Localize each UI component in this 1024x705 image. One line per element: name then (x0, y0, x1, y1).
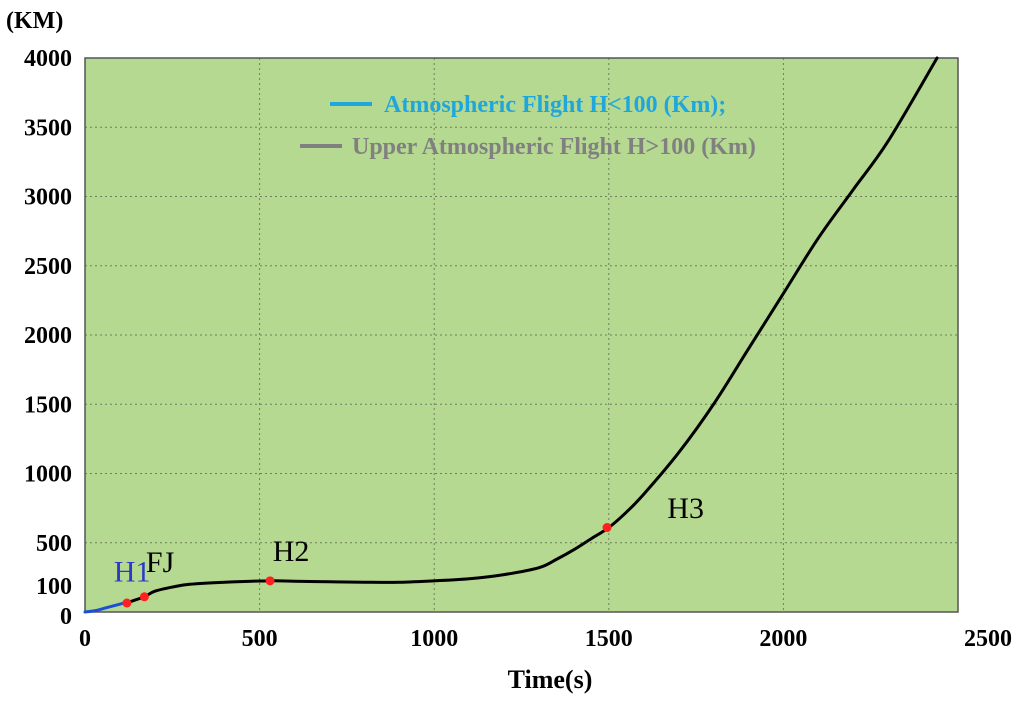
legend-label: Upper Atmospheric Flight H>100 (Km) (352, 134, 756, 160)
annotation-fj: FJ (146, 546, 175, 579)
plot-frame (84, 57, 959, 613)
y-tick-label: 0 (60, 604, 72, 630)
x-axis-title: Time(s) (508, 665, 593, 694)
x-axis-ticks: 0 500 1000 1500 2000 2500 (79, 626, 1012, 652)
legend-label: Atmospheric Flight H<100 (Km); (384, 92, 726, 118)
x-tick-label: 2000 (759, 626, 807, 652)
annotation-h2: H2 (273, 535, 310, 568)
annotation-h1: H1 (114, 556, 151, 589)
y-tick-label: 100 (36, 574, 72, 600)
y-tick-label: 500 (36, 531, 72, 557)
event-marker (602, 523, 612, 533)
grid-lines (85, 58, 958, 612)
event-marker (122, 598, 132, 608)
y-tick-label: 2000 (24, 323, 72, 349)
y-tick-label: 1500 (24, 392, 72, 418)
y-tick-label: 4000 (24, 46, 72, 72)
x-tick-label: 500 (242, 626, 278, 652)
x-tick-label: 0 (79, 626, 91, 652)
series-line-1 (128, 56, 939, 604)
annotation-h3: H3 (667, 492, 704, 525)
marker-layer (122, 523, 612, 608)
x-tick-label: 2500 (964, 626, 1012, 652)
y-tick-label: 1000 (24, 462, 72, 488)
y-tick-label: 3000 (24, 185, 72, 211)
event-marker (265, 576, 275, 586)
y-tick-label: 3500 (24, 115, 72, 141)
y-axis-title: (KM) (6, 8, 63, 34)
x-tick-label: 1000 (410, 626, 458, 652)
event-marker (139, 592, 149, 602)
y-axis-ticks: 0 100 500 1000 1500 2000 2500 3000 3500 4000 (24, 46, 72, 630)
x-tick-label: 1500 (585, 626, 633, 652)
legend: Atmospheric Flight H<100 (Km); Upper Atmo… (300, 92, 756, 160)
y-tick-label: 2500 (24, 254, 72, 280)
